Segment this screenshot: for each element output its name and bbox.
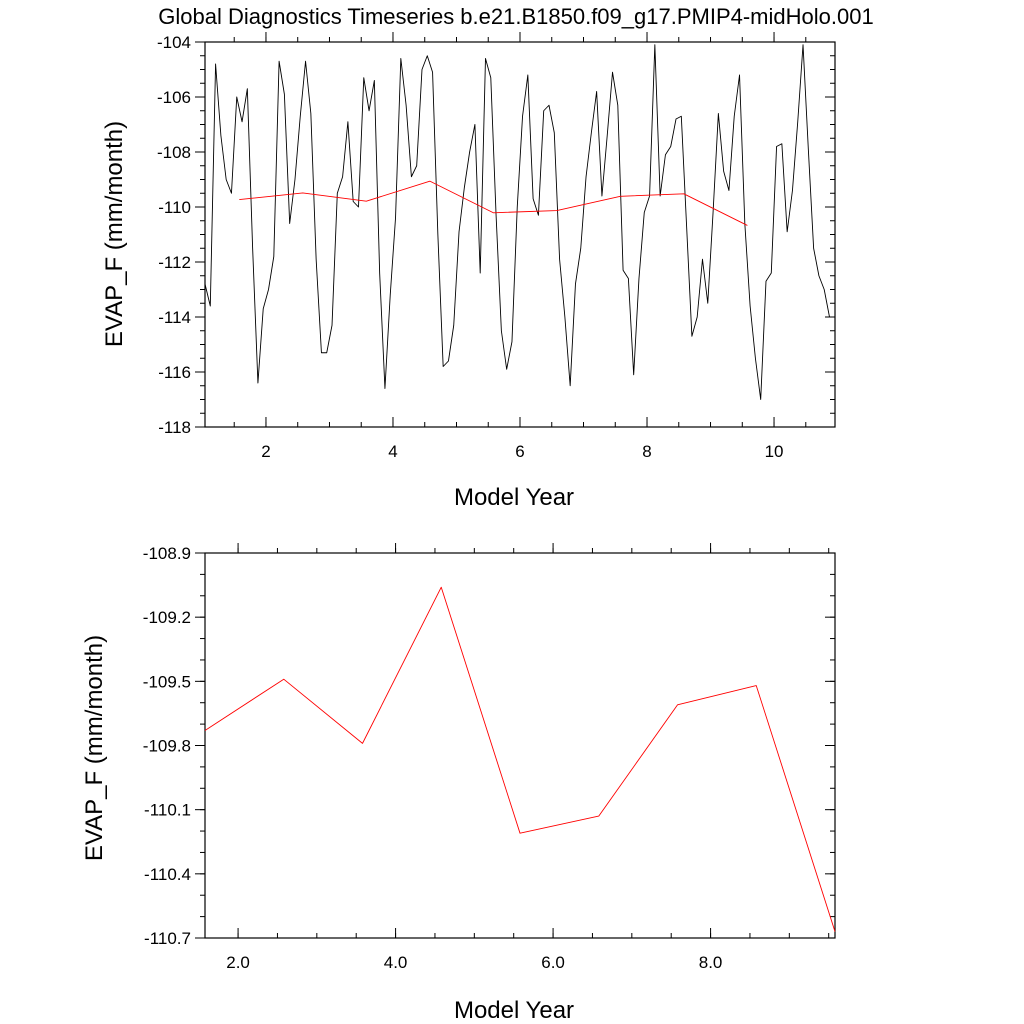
- top-x-tick-labels: 2 4 6 8 10: [261, 442, 783, 461]
- x-tick-label: 2: [261, 442, 270, 461]
- top-panel: 2 4 6 8 10 -118-116-114-112-110-108-106-104 …: [101, 32, 836, 511]
- top-x-axis-title: Model Year: [454, 484, 574, 511]
- x-tick-label: 6.0: [541, 953, 565, 972]
- bottom-y-tick-labels: -110.7 -110.4 -110.1 -109.8 -109.5 -109.2 -108…: [143, 544, 191, 948]
- x-tick-label: 10: [765, 442, 784, 461]
- top-y-tick-labels: -118 -116 -114 -112 -110 -108 -106 -104: [157, 33, 191, 437]
- y-tick-label: -108: [157, 143, 191, 162]
- series-line-1: [239, 180, 748, 226]
- y-tick-label: -110.1: [144, 801, 191, 820]
- y-tick-label: -110.4: [144, 865, 191, 884]
- bottom-x-tick-labels: 2.0 4.0 6.0 8.0: [226, 953, 722, 972]
- x-tick-label: 8: [642, 442, 651, 461]
- y-tick-label: -109.2: [143, 608, 191, 627]
- chart-title: Global Diagnostics Timeseries b.e21.B185…: [158, 4, 873, 29]
- x-tick-label: 4: [388, 442, 397, 461]
- x-tick-label: 8.0: [699, 953, 723, 972]
- bottom-x-axis-title: Model Year: [454, 997, 574, 1024]
- series-line-0: [204, 586, 836, 932]
- y-tick-label: -109.8: [143, 737, 191, 756]
- y-tick-label: -104: [157, 33, 191, 52]
- bottom-plot-frame: [204, 552, 836, 939]
- y-tick-label: -106: [157, 88, 191, 107]
- y-tick-label: -114: [158, 308, 191, 327]
- y-tick-label: -109.5: [143, 672, 191, 691]
- x-tick-label: 6: [515, 442, 524, 461]
- bottom-ticks: [195, 543, 835, 939]
- series-line-0: [204, 44, 830, 400]
- bottom-y-axis-title: EVAP_F (mm/month): [81, 635, 108, 861]
- x-tick-label: 4.0: [384, 953, 408, 972]
- y-tick-label: -110.7: [144, 929, 191, 948]
- y-tick-label: -112: [158, 253, 191, 272]
- bottom-panel: 2.0 4.0 6.0 8.0 -110.7 -110.4 -110.1 -109.8 -10…: [81, 543, 836, 1024]
- y-tick-label: -118: [158, 418, 191, 437]
- top-ticks: [195, 32, 835, 428]
- top-y-axis-title: EVAP_F (mm/month): [101, 121, 128, 347]
- y-tick-label: -116: [158, 363, 191, 382]
- x-tick-label: 2.0: [226, 953, 250, 972]
- y-tick-label: -108.9: [143, 544, 191, 563]
- top-series-lines: [204, 44, 830, 400]
- bottom-series-lines: [204, 586, 836, 932]
- y-tick-label: -110: [158, 198, 191, 217]
